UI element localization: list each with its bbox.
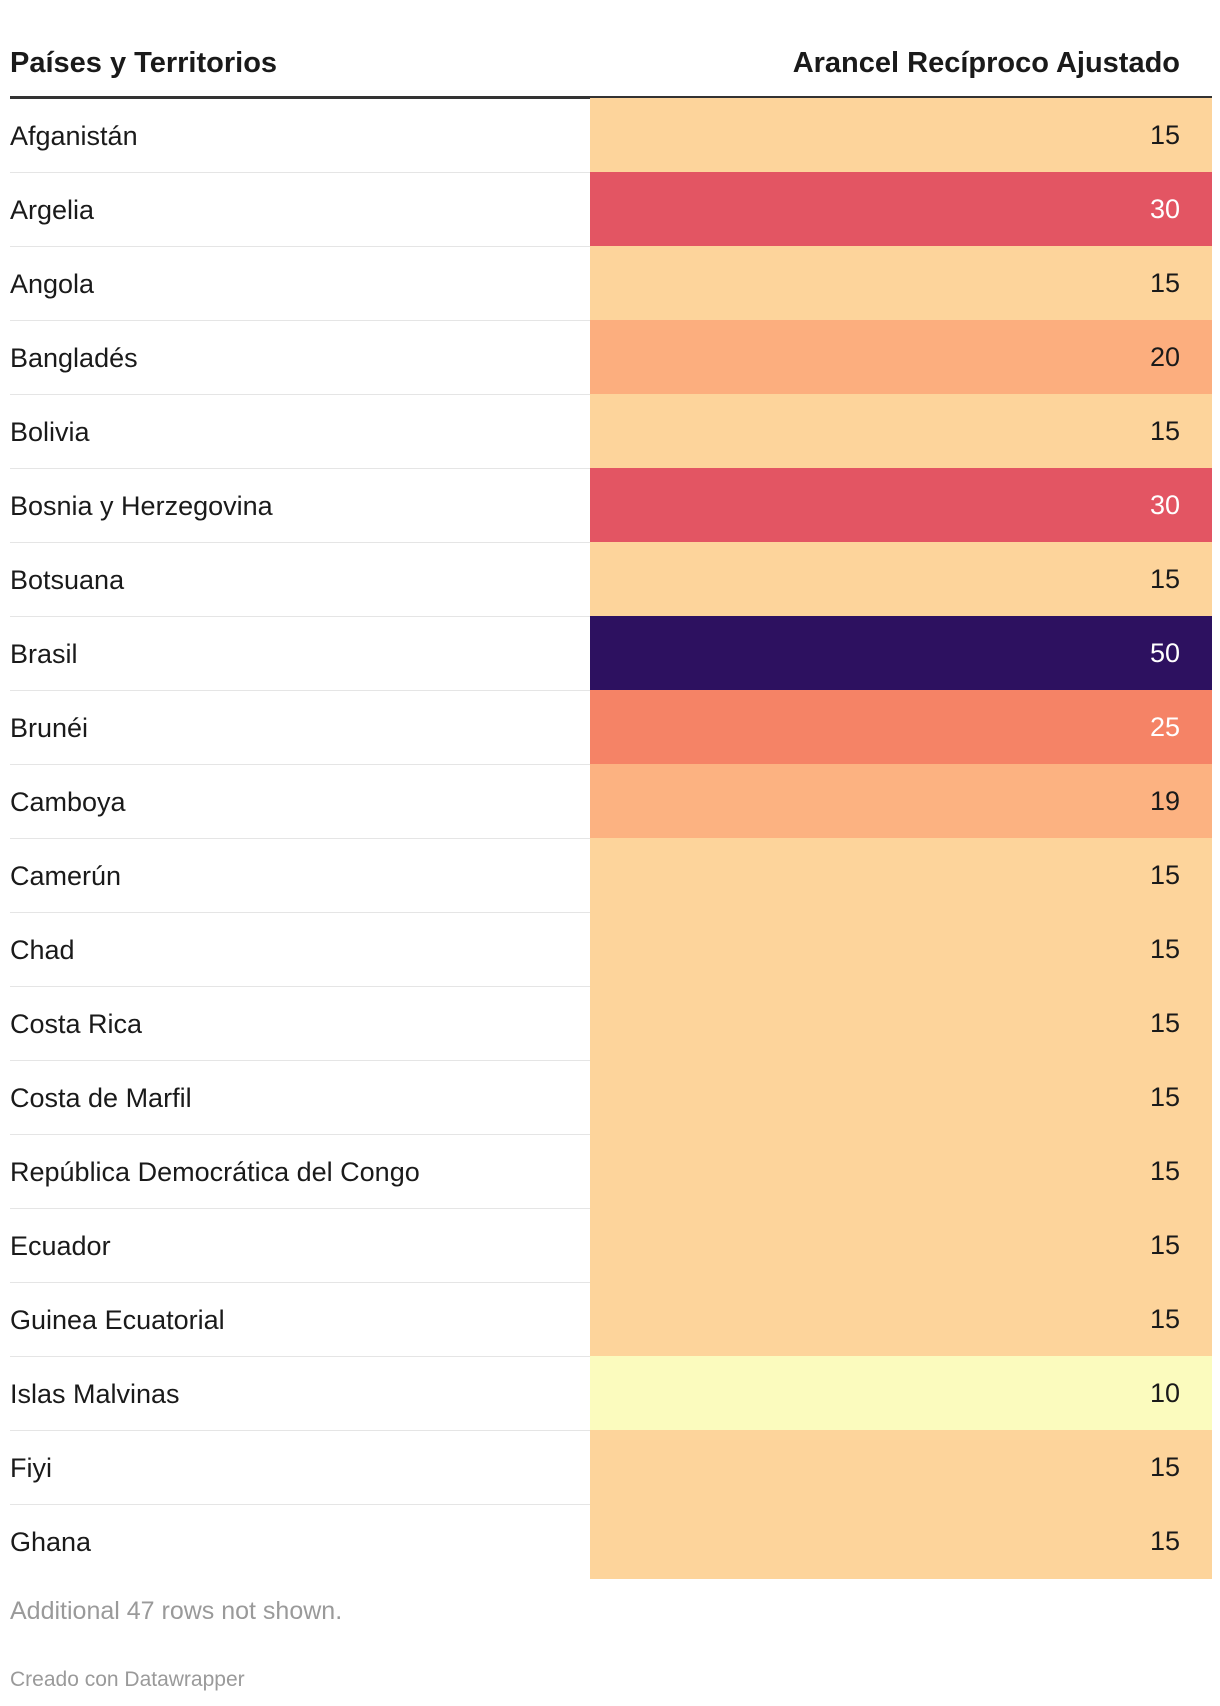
country-cell: Botsuana [10, 565, 125, 595]
country-cell: Bosnia y Herzegovina [10, 491, 273, 521]
tariff-cell: 15 [590, 394, 1212, 469]
table-row: Brunéi 25 [10, 690, 1212, 765]
table-header: Países y Territorios Arancel Recíproco A… [10, 0, 1212, 99]
column-header-tariff[interactable]: Arancel Recíproco Ajustado [792, 47, 1180, 79]
tariff-value: 15 [1149, 416, 1180, 446]
country-cell: Islas Malvinas [10, 1379, 180, 1409]
table-row: Chad 15 [10, 912, 1212, 987]
table-row: Bosnia y Herzegovina 30 [10, 468, 1212, 543]
tariff-cell: 15 [590, 1282, 1212, 1357]
tariff-value: 15 [1149, 1526, 1180, 1556]
table-row: Guinea Ecuatorial 15 [10, 1282, 1212, 1357]
country-cell: Angola [10, 269, 95, 299]
country-cell: Costa Rica [10, 1009, 143, 1039]
country-cell: Bolivia [10, 417, 90, 447]
tariff-value: 15 [1149, 120, 1180, 150]
country-cell: Ghana [10, 1527, 92, 1557]
country-cell: Bangladés [10, 343, 138, 373]
tariff-value: 15 [1149, 860, 1180, 890]
table-row: Camboya 19 [10, 764, 1212, 839]
table-row: Afganistán 15 [10, 98, 1212, 173]
tariff-value: 19 [1149, 786, 1180, 816]
tariff-value: 15 [1149, 1082, 1180, 1112]
table-row: Costa Rica 15 [10, 986, 1212, 1061]
tariff-cell: 50 [590, 616, 1212, 691]
tariff-value: 15 [1149, 1304, 1180, 1334]
table-body: Afganistán 15 Argelia 30 Angola 15 Bangladés 20… [10, 98, 1212, 1579]
tariff-cell: 25 [590, 690, 1212, 765]
tariff-cell: 15 [590, 1430, 1212, 1505]
country-cell: Brasil [10, 639, 78, 669]
tariff-cell: 15 [590, 838, 1212, 913]
tariff-cell: 15 [590, 986, 1212, 1061]
tariff-value: 15 [1149, 1452, 1180, 1482]
country-cell: Argelia [10, 195, 95, 225]
table-row: Bolivia 15 [10, 394, 1212, 469]
country-cell: República Democrática del Congo [10, 1157, 420, 1187]
country-cell: Brunéi [10, 713, 89, 743]
tariff-cell: 15 [590, 1060, 1212, 1135]
tariff-value: 15 [1149, 564, 1180, 594]
table-row: Brasil 50 [10, 616, 1212, 691]
table-row: Bangladés 20 [10, 320, 1212, 395]
tariff-cell: 15 [590, 1504, 1212, 1579]
datawrapper-credit: Creado con Datawrapper [10, 1668, 245, 1691]
tariff-cell: 15 [590, 1134, 1212, 1209]
tariff-cell: 20 [590, 320, 1212, 395]
country-cell: Chad [10, 935, 75, 965]
table-row: Ghana 15 [10, 1504, 1212, 1579]
tariff-value: 20 [1149, 342, 1180, 372]
table-row: Camerún 15 [10, 838, 1212, 913]
tariff-value: 15 [1149, 1008, 1180, 1038]
tariff-value: 15 [1149, 934, 1180, 964]
country-cell: Costa de Marfil [10, 1083, 192, 1113]
table-row: Angola 15 [10, 246, 1212, 321]
tariff-cell: 10 [590, 1356, 1212, 1431]
table-row: Costa de Marfil 15 [10, 1060, 1212, 1135]
tariff-value: 15 [1149, 1156, 1180, 1186]
tariff-cell: 19 [590, 764, 1212, 839]
data-table: Países y Territorios Arancel Recíproco A… [10, 0, 1212, 1579]
table-row: Islas Malvinas 10 [10, 1356, 1212, 1431]
rows-not-shown-note: Additional 47 rows not shown. [10, 1597, 343, 1625]
tariff-cell: 15 [590, 1208, 1212, 1283]
country-cell: Guinea Ecuatorial [10, 1305, 225, 1335]
tariff-value: 25 [1149, 712, 1180, 742]
tariff-cell: 15 [590, 246, 1212, 321]
country-cell: Ecuador [10, 1231, 111, 1261]
country-cell: Fiyi [10, 1453, 52, 1483]
column-header-country[interactable]: Países y Territorios [10, 47, 278, 79]
tariff-value: 30 [1149, 490, 1180, 520]
table-row: Fiyi 15 [10, 1430, 1212, 1505]
tariff-value: 30 [1149, 194, 1180, 224]
tariff-cell: 15 [590, 542, 1212, 617]
tariff-cell: 30 [590, 468, 1212, 543]
country-cell: Afganistán [10, 121, 138, 151]
tariff-value: 50 [1149, 638, 1180, 668]
table-row: Ecuador 15 [10, 1208, 1212, 1283]
tariff-value: 10 [1149, 1378, 1180, 1408]
tariff-value: 15 [1149, 268, 1180, 298]
tariff-value: 15 [1149, 1230, 1180, 1260]
tariff-cell: 30 [590, 172, 1212, 247]
table-row: Argelia 30 [10, 172, 1212, 247]
country-cell: Camerún [10, 861, 122, 891]
tariff-cell: 15 [590, 98, 1212, 173]
country-cell: Camboya [10, 787, 126, 817]
tariff-cell: 15 [590, 912, 1212, 987]
table-row: Botsuana 15 [10, 542, 1212, 617]
table-row: República Democrática del Congo 15 [10, 1134, 1212, 1209]
